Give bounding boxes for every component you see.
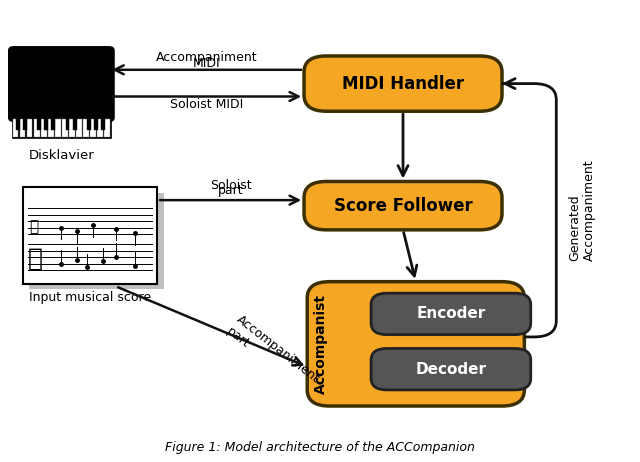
Bar <box>104 119 110 137</box>
Bar <box>29 193 164 290</box>
Text: Accompanist: Accompanist <box>314 294 328 394</box>
Bar <box>13 119 19 137</box>
Bar <box>55 119 61 137</box>
Bar <box>69 119 75 137</box>
Bar <box>94 118 98 130</box>
Bar <box>37 118 41 130</box>
Bar <box>66 118 70 130</box>
Bar <box>73 118 77 130</box>
Bar <box>62 119 68 137</box>
Bar <box>87 118 91 130</box>
Text: part: part <box>218 184 243 197</box>
Bar <box>44 118 48 130</box>
Text: Score Follower: Score Follower <box>333 197 472 215</box>
Bar <box>16 118 20 130</box>
Text: Disklavier: Disklavier <box>29 150 94 163</box>
Bar <box>48 119 54 137</box>
Text: Generated
Accompaniment: Generated Accompaniment <box>568 159 596 261</box>
FancyBboxPatch shape <box>371 293 531 334</box>
Polygon shape <box>12 49 111 91</box>
Bar <box>97 119 103 137</box>
Text: Encoder: Encoder <box>416 306 486 322</box>
Text: Accompaniment: Accompaniment <box>156 51 257 64</box>
FancyBboxPatch shape <box>9 47 114 122</box>
Bar <box>12 118 111 139</box>
FancyBboxPatch shape <box>304 182 502 230</box>
Text: MIDI Handler: MIDI Handler <box>342 74 464 92</box>
FancyBboxPatch shape <box>371 348 531 390</box>
Bar <box>23 187 157 284</box>
Text: Input musical score: Input musical score <box>29 292 151 304</box>
Bar <box>27 119 33 137</box>
FancyBboxPatch shape <box>307 282 524 406</box>
Bar <box>34 119 40 137</box>
Text: 𝄞: 𝄞 <box>28 246 43 270</box>
Bar <box>83 119 89 137</box>
Text: Decoder: Decoder <box>415 362 486 377</box>
Text: Figure 1: Model architecture of the ACCompanion: Figure 1: Model architecture of the ACCo… <box>165 441 475 455</box>
Text: Accompaniment
part: Accompaniment part <box>224 313 321 397</box>
Bar <box>20 119 26 137</box>
Bar <box>101 118 105 130</box>
Text: 𝄢: 𝄢 <box>29 219 38 234</box>
Bar <box>76 119 82 137</box>
Bar <box>51 118 55 130</box>
Text: Soloist MIDI: Soloist MIDI <box>170 98 243 111</box>
Text: MIDI: MIDI <box>193 57 220 70</box>
Bar <box>90 119 96 137</box>
Text: Soloist: Soloist <box>210 179 252 192</box>
FancyBboxPatch shape <box>304 56 502 111</box>
Bar <box>23 118 27 130</box>
Bar <box>41 119 47 137</box>
